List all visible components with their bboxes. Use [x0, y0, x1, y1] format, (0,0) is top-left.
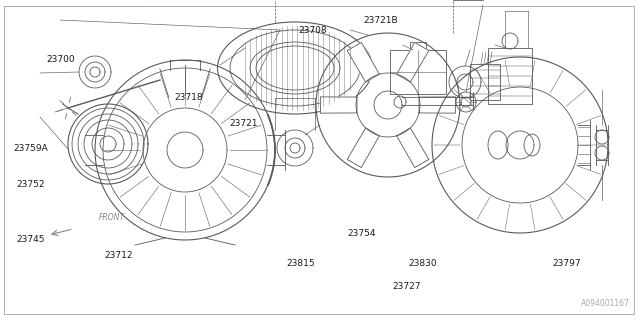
Text: 23830: 23830 [408, 260, 436, 268]
Text: A094001167: A094001167 [581, 299, 630, 308]
Polygon shape [397, 43, 429, 82]
Text: 23700: 23700 [47, 55, 75, 64]
Text: 23797: 23797 [552, 260, 580, 268]
Polygon shape [321, 97, 357, 113]
Text: 23727: 23727 [392, 282, 420, 291]
Text: 23718: 23718 [175, 93, 203, 102]
Bar [470, 64, 500, 100]
Bar [410, 42, 426, 50]
Text: 23708: 23708 [298, 26, 326, 35]
Text: 23815: 23815 [287, 260, 315, 268]
Text: 23754: 23754 [348, 229, 376, 238]
Bar [390, 50, 446, 94]
Polygon shape [419, 97, 456, 113]
Polygon shape [347, 43, 380, 82]
Text: 23752: 23752 [17, 180, 45, 188]
Text: 23759A: 23759A [13, 144, 48, 153]
Text: 23721: 23721 [229, 119, 257, 128]
Text: 23745: 23745 [17, 236, 45, 244]
Text: 23712: 23712 [104, 252, 132, 260]
Polygon shape [397, 128, 429, 168]
Text: FRONT: FRONT [99, 213, 125, 222]
Text: 23721B: 23721B [364, 16, 398, 25]
Polygon shape [347, 128, 380, 168]
Bar [488, 48, 532, 104]
